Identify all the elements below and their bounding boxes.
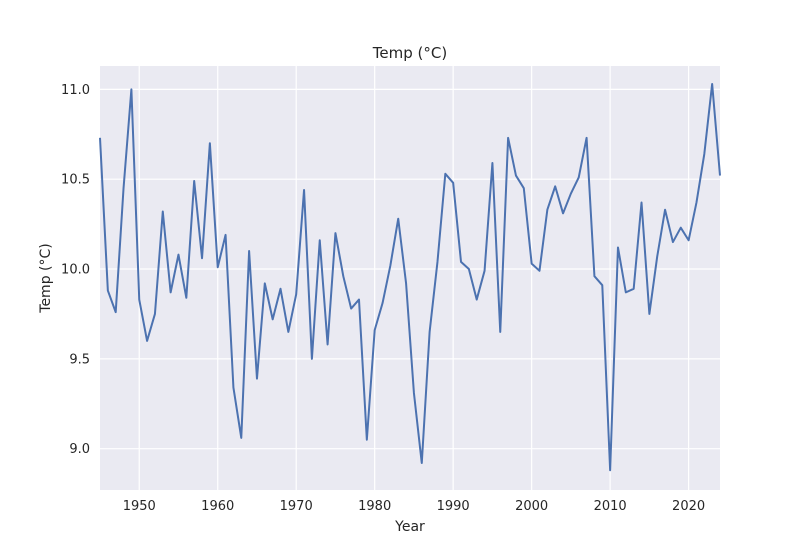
series-layer: [99, 82, 721, 472]
y-tick-label: 9.0: [69, 442, 90, 457]
y-axis-label: Temp (°C): [38, 243, 54, 313]
y-tick-label: 11.0: [61, 83, 90, 98]
x-axis-label: Year: [394, 519, 425, 535]
x-gridlines: [138, 66, 690, 490]
x-tick-label: 2020: [672, 499, 705, 514]
series-line: [99, 82, 721, 472]
y-tick-label: 10.5: [61, 173, 90, 188]
y-tick-label: 9.5: [69, 352, 90, 367]
x-tick-label: 1970: [280, 499, 313, 514]
x-tick-label: 1980: [358, 499, 391, 514]
y-gridlines: [100, 88, 720, 450]
x-tick-label: 2010: [594, 499, 627, 514]
chart-title: Temp (°C): [372, 44, 447, 62]
x-tick-labels: 1950 1960 1970 1980 1990 2000 2010 2020: [123, 499, 705, 514]
x-tick-label: 1990: [437, 499, 470, 514]
y-tick-labels: 9.0 9.5 10.0 10.5 11.0: [61, 83, 90, 457]
x-tick-label: 2000: [515, 499, 548, 514]
plot-background: [100, 66, 720, 490]
x-tick-label: 1950: [123, 499, 156, 514]
x-tick-label: 1960: [201, 499, 234, 514]
y-tick-label: 10.0: [61, 263, 90, 278]
